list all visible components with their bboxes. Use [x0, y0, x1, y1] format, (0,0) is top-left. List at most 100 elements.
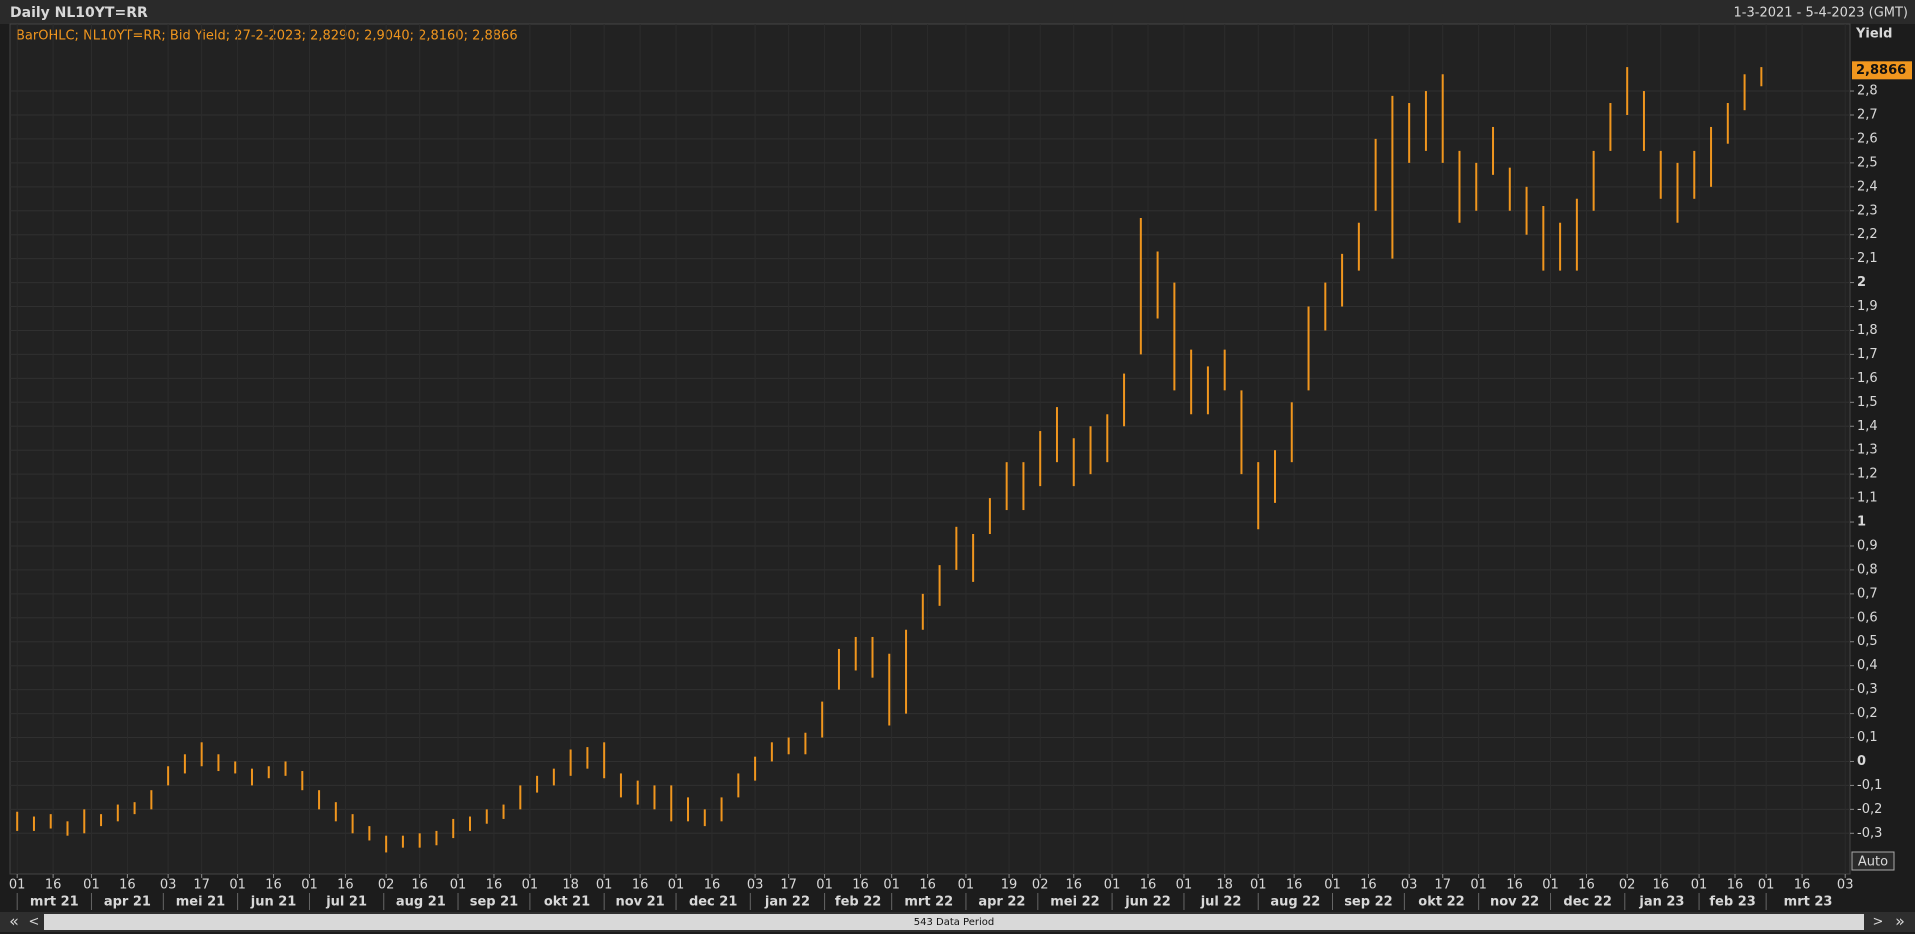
y-tick-label: 0,4: [1857, 658, 1878, 673]
month-label: nov 21: [615, 895, 664, 910]
y-tick-label: 0,8: [1857, 562, 1878, 577]
month-label: mrt 21: [30, 895, 79, 910]
y-tick-label: 2,2: [1857, 227, 1878, 242]
x-tick-label: 01: [9, 878, 26, 893]
x-tick-label: 01: [1250, 878, 1267, 893]
month-label: aug 21: [396, 895, 446, 910]
month-label: sep 21: [470, 895, 518, 910]
y-tick-label: 1,3: [1857, 443, 1878, 458]
x-tick-label: 03: [160, 878, 177, 893]
x-tick-label: 17: [193, 878, 210, 893]
auto-button[interactable]: [1851, 851, 1895, 871]
y-tick-label: 2,8: [1857, 84, 1878, 99]
x-tick-label: 01: [1176, 878, 1193, 893]
x-tick-label: 02: [378, 878, 395, 893]
prev-button[interactable]: <: [29, 915, 40, 930]
x-tick-label: 16: [1065, 878, 1082, 893]
x-tick-label: 18: [1216, 878, 1233, 893]
y-tick-label: 0,9: [1857, 538, 1878, 553]
x-tick-label: 16: [1578, 878, 1595, 893]
y-tick-label: 2,4: [1857, 179, 1878, 194]
date-range: 1-3-2021 - 5-4-2023 (GMT): [1734, 6, 1908, 21]
x-tick-label: 16: [632, 878, 649, 893]
auto-label[interactable]: Auto: [1858, 855, 1888, 870]
first-button[interactable]: «: [9, 912, 19, 931]
x-tick-label: 01: [958, 878, 975, 893]
month-label: nov 22: [1490, 895, 1539, 910]
month-label: sep 22: [1344, 895, 1392, 910]
x-tick-label: 16: [411, 878, 428, 893]
x-tick-label: 03: [1837, 878, 1854, 893]
x-tick-label: 16: [704, 878, 721, 893]
x-tick-label: 16: [486, 878, 503, 893]
month-label: dec 21: [689, 895, 737, 910]
month-label: jan 23: [1638, 895, 1684, 910]
month-label: mrt 22: [904, 895, 953, 910]
x-tick-label: 16: [1652, 878, 1669, 893]
x-tick-label: 16: [1286, 878, 1303, 893]
y-tick-label: 0: [1857, 754, 1866, 769]
y-tick-label: 0,2: [1857, 706, 1878, 721]
y-tick-label: 0,3: [1857, 682, 1878, 697]
x-tick-label: 16: [852, 878, 869, 893]
legend-text: BarOHLC; NL10YT=RR; Bid Yield; 27-2-2023…: [16, 29, 518, 44]
x-tick-label: 16: [1140, 878, 1157, 893]
y-axis-label: Yield: [1855, 27, 1892, 42]
x-tick-label: 16: [337, 878, 354, 893]
x-tick-label: 01: [301, 878, 318, 893]
month-label: feb 23: [1709, 895, 1755, 910]
x-tick-label: 16: [265, 878, 282, 893]
x-tick-label: 16: [1794, 878, 1811, 893]
x-tick-label: 01: [1542, 878, 1559, 893]
x-tick-label: 01: [816, 878, 833, 893]
y-tick-label: 1,1: [1857, 491, 1878, 506]
last-value-label: 2,8866: [1856, 63, 1906, 78]
y-tick-label: 2: [1857, 275, 1866, 290]
last-value-box: [1852, 61, 1912, 80]
x-tick-label: 16: [1506, 878, 1523, 893]
x-tick-label: 01: [596, 878, 613, 893]
y-tick-label: 1,9: [1857, 299, 1878, 314]
y-tick-label: 1,6: [1857, 371, 1878, 386]
next-button[interactable]: >: [1873, 915, 1884, 930]
y-tick-label: -0,3: [1857, 826, 1882, 841]
x-tick-label: 01: [883, 878, 900, 893]
y-tick-label: 1,8: [1857, 323, 1878, 338]
y-tick-label: 2,7: [1857, 107, 1878, 122]
scroll-thumb[interactable]: [44, 914, 1864, 930]
month-label: feb 22: [835, 895, 881, 910]
month-label: mrt 23: [1784, 895, 1833, 910]
last-button[interactable]: »: [1895, 912, 1905, 931]
x-tick-label: 17: [1434, 878, 1451, 893]
y-tick-label: -0,2: [1857, 802, 1882, 817]
y-tick-label: 0,5: [1857, 634, 1878, 649]
x-tick-label: 19: [1001, 878, 1018, 893]
x-tick-label: 18: [562, 878, 579, 893]
x-tick-label: 01: [1104, 878, 1121, 893]
y-tick-label: 1,2: [1857, 467, 1878, 482]
x-tick-label: 01: [668, 878, 685, 893]
month-label: okt 22: [1418, 895, 1464, 910]
x-tick-label: 16: [1727, 878, 1744, 893]
y-tick-label: 0,1: [1857, 730, 1878, 745]
month-label: jul 21: [325, 895, 367, 910]
month-label: jun 21: [250, 895, 297, 910]
x-tick-label: 01: [1470, 878, 1487, 893]
title-bar: [0, 0, 1915, 24]
month-label: aug 22: [1270, 895, 1320, 910]
month-label: mei 21: [176, 895, 225, 910]
x-tick-label: 16: [45, 878, 62, 893]
x-tick-label: 01: [229, 878, 246, 893]
x-tick-label: 01: [450, 878, 467, 893]
y-tick-label: 0,6: [1857, 610, 1878, 625]
x-tick-label: 03: [1401, 878, 1418, 893]
y-tick-label: 2,5: [1857, 155, 1878, 170]
month-label: jan 22: [764, 895, 810, 910]
x-tick-label: 01: [1758, 878, 1775, 893]
x-tick-label: 01: [522, 878, 539, 893]
month-label: mei 22: [1050, 895, 1099, 910]
chart-title: Daily NL10YT=RR: [10, 5, 148, 21]
month-label: apr 22: [978, 895, 1025, 910]
x-tick-label: 17: [780, 878, 797, 893]
